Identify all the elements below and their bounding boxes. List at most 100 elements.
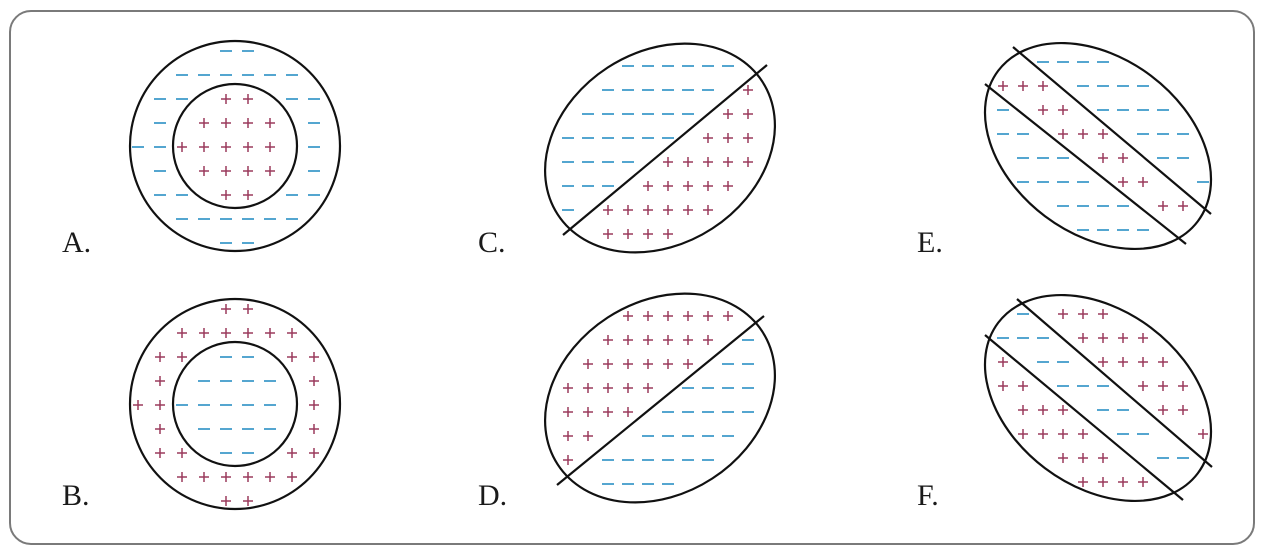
positive-charge-mark: [743, 109, 753, 119]
positive-charge-mark: [1158, 357, 1168, 367]
positive-charge-mark: [243, 328, 253, 338]
positive-charge-mark: [1158, 405, 1168, 415]
panel-e: E.: [917, 41, 1213, 259]
positive-charge-mark: [309, 424, 319, 434]
positive-charge-mark: [133, 400, 143, 410]
positive-charge-mark: [743, 133, 753, 143]
positive-charge-mark: [683, 335, 693, 345]
positive-charge-mark: [155, 424, 165, 434]
positive-charge-mark: [703, 157, 713, 167]
panel-a: A.: [62, 39, 342, 259]
positive-charge-mark: [265, 472, 275, 482]
positive-charge-mark: [623, 229, 633, 239]
positive-charge-mark: [221, 166, 231, 176]
figure-frame: [9, 10, 1255, 545]
positive-charge-mark: [603, 359, 613, 369]
positive-charge-mark: [643, 229, 653, 239]
positive-charge-mark: [643, 311, 653, 321]
outer-circle: [128, 297, 342, 511]
positive-charge-mark: [1098, 453, 1108, 463]
positive-charge-mark: [199, 328, 209, 338]
positive-charge-mark: [177, 328, 187, 338]
positive-charge-mark: [743, 85, 753, 95]
positive-charge-mark: [243, 304, 253, 314]
positive-charge-mark: [1118, 153, 1128, 163]
positive-charge-mark: [265, 166, 275, 176]
positive-charge-mark: [623, 359, 633, 369]
positive-charge-mark: [998, 381, 1008, 391]
positive-charge-mark: [177, 352, 187, 362]
positive-charge-mark: [703, 335, 713, 345]
positive-charge-mark: [1138, 381, 1148, 391]
positive-charge-mark: [1058, 429, 1068, 439]
positive-charge-mark: [1158, 381, 1168, 391]
positive-charge-mark: [603, 383, 613, 393]
panel-e-label: E.: [917, 226, 943, 259]
positive-charge-mark: [221, 496, 231, 506]
positive-charge-mark: [663, 335, 673, 345]
positive-charge-mark: [1118, 357, 1128, 367]
positive-charge-mark: [623, 407, 633, 417]
positive-charge-mark: [663, 157, 673, 167]
positive-charge-mark: [583, 407, 593, 417]
positive-charge-mark: [1118, 477, 1128, 487]
dividing-line-upper: [1012, 46, 1212, 215]
positive-charge-mark: [1118, 177, 1128, 187]
positive-charge-mark: [1078, 453, 1088, 463]
positive-charge-mark: [1098, 477, 1108, 487]
positive-charge-mark: [683, 157, 693, 167]
positive-charge-mark: [623, 383, 633, 393]
positive-charge-mark: [221, 190, 231, 200]
positive-charge-mark: [1038, 405, 1048, 415]
positive-charge-mark: [155, 352, 165, 362]
positive-charge-mark: [723, 109, 733, 119]
positive-charge-mark: [583, 359, 593, 369]
positive-charge-mark: [1118, 333, 1128, 343]
positive-charge-mark: [243, 94, 253, 104]
positive-charge-mark: [199, 472, 209, 482]
positive-charge-mark: [1078, 309, 1088, 319]
positive-charge-mark: [623, 205, 633, 215]
dividing-line-lower: [984, 334, 1184, 501]
positive-charge-mark: [1138, 333, 1148, 343]
positive-charge-mark: [221, 142, 231, 152]
positive-charge-mark: [563, 383, 573, 393]
positive-charge-mark: [663, 205, 673, 215]
positive-charge-mark: [155, 376, 165, 386]
positive-charge-mark: [703, 133, 713, 143]
positive-charge-mark: [723, 157, 733, 167]
positive-charge-mark: [1178, 201, 1188, 211]
positive-charge-mark: [309, 400, 319, 410]
positive-charge-mark: [703, 311, 713, 321]
positive-charge-mark: [603, 407, 613, 417]
positive-charge-mark: [309, 352, 319, 362]
panel-b-label: B.: [62, 479, 90, 512]
ellipse-outline: [543, 42, 777, 254]
positive-charge-mark: [265, 328, 275, 338]
positive-charge-mark: [1038, 429, 1048, 439]
positive-charge-mark: [221, 328, 231, 338]
positive-charge-mark: [1138, 357, 1148, 367]
dividing-line: [556, 315, 765, 486]
positive-charge-mark: [1018, 405, 1028, 415]
positive-charge-mark: [643, 383, 653, 393]
positive-charge-mark: [663, 311, 673, 321]
panel-d: D.: [478, 292, 777, 512]
positive-charge-mark: [563, 455, 573, 465]
panel-f: F.: [917, 293, 1213, 512]
panel-f-label: F.: [917, 479, 939, 512]
positive-charge-mark: [221, 472, 231, 482]
positive-charge-mark: [243, 118, 253, 128]
ellipse-outline: [983, 293, 1213, 503]
ellipse-outline: [983, 41, 1213, 251]
positive-charge-mark: [643, 181, 653, 191]
positive-charge-mark: [703, 181, 713, 191]
positive-charge-mark: [177, 448, 187, 458]
positive-charge-mark: [243, 496, 253, 506]
positive-charge-mark: [287, 328, 297, 338]
positive-charge-mark: [177, 472, 187, 482]
positive-charge-mark: [683, 359, 693, 369]
positive-charge-mark: [663, 359, 673, 369]
positive-charge-mark: [1198, 429, 1208, 439]
positive-charge-mark: [723, 133, 733, 143]
